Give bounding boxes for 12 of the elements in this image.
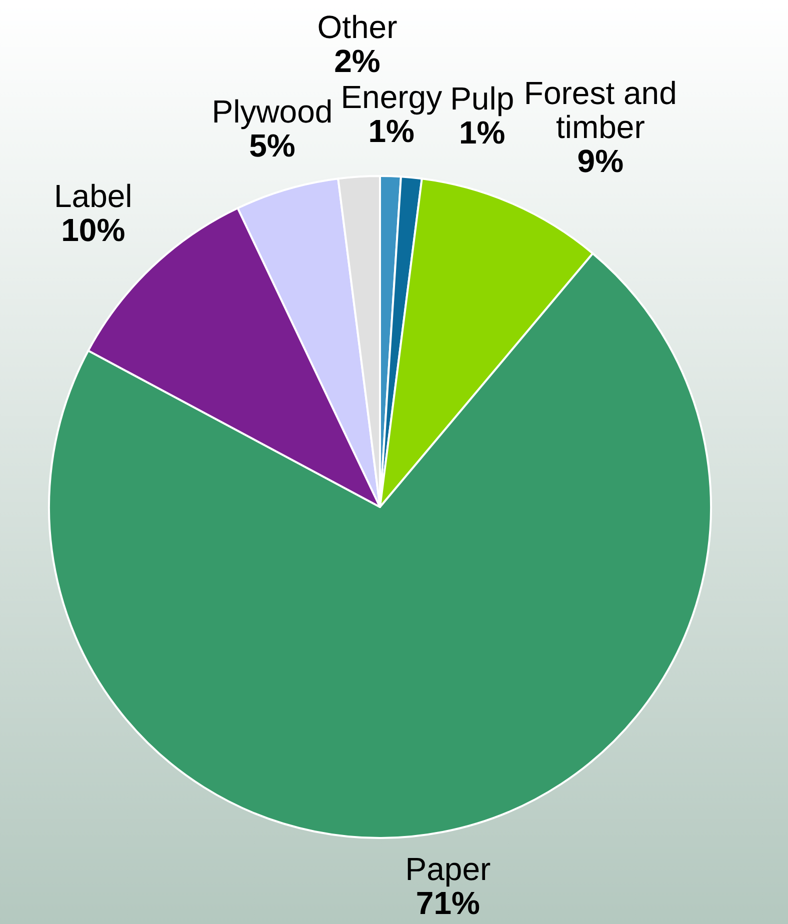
data-label: 5% (249, 128, 296, 164)
slice-label: Paper (405, 851, 491, 887)
data-label: 2% (334, 43, 380, 80)
slice-label: Label (54, 178, 132, 214)
data-label: 9% (577, 143, 624, 180)
data-label: 1% (368, 113, 415, 150)
slice-label: Energy (340, 79, 442, 116)
slice-label: Pulp (450, 80, 514, 117)
slice-label: Plywood (212, 94, 333, 130)
slice-label: Forest and timber (524, 75, 677, 146)
data-label: 10% (61, 212, 126, 248)
slice-label: Other (317, 9, 398, 46)
